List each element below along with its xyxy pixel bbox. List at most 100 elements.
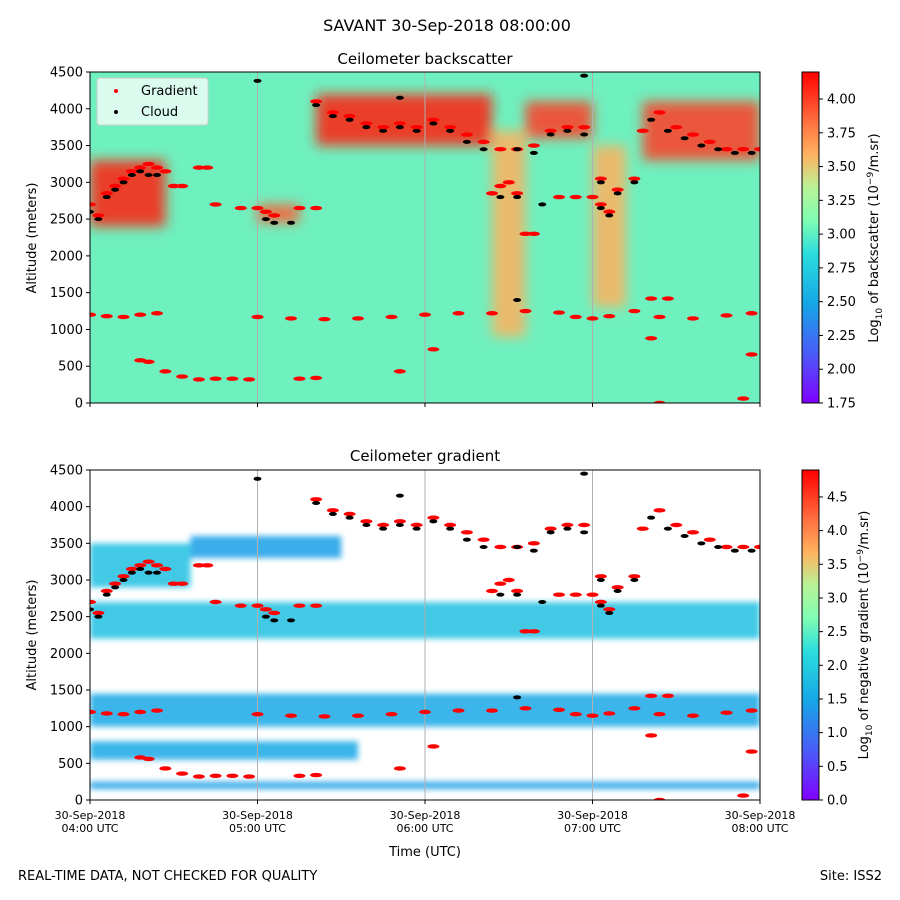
- gradient-point: [410, 124, 423, 130]
- backscatter-signal-region: [592, 145, 626, 308]
- cloud-point: [412, 128, 421, 133]
- gradient-point: [519, 629, 532, 634]
- gradient-point: [720, 544, 733, 550]
- gradient-point: [268, 610, 281, 616]
- cloud-point: [663, 128, 672, 133]
- x-tick-label: 30-Sep-2018: [725, 809, 796, 822]
- gradient-point: [754, 544, 760, 550]
- gradient-colorbar-ticks: 0.0 0.5 1.0 1.5 2.0 2.5 3.0 3.5 4.0 4.5: [819, 490, 848, 809]
- gradient-point: [176, 183, 189, 189]
- cbar-b-label-mid: of negative gradient (10: [857, 562, 872, 724]
- backscatter-colorbar: [801, 71, 820, 404]
- colorbar-tick-label: 4.00: [827, 93, 856, 108]
- legend-gradient-label: Gradient: [141, 84, 198, 99]
- cloud-point: [513, 195, 522, 200]
- cloud-point: [513, 592, 522, 597]
- gradient-point: [109, 183, 122, 189]
- gradient-point: [578, 522, 591, 528]
- gradient-point: [586, 316, 599, 321]
- gradient-point: [569, 194, 582, 200]
- gradient-point: [209, 202, 222, 207]
- cloud-point: [605, 213, 614, 218]
- gradient-signal-region: [190, 536, 342, 558]
- gradient-point: [285, 713, 297, 718]
- gradient-point: [544, 128, 557, 134]
- x-tick-label: 05:00 UTC: [229, 822, 286, 835]
- gradient-point: [653, 797, 666, 800]
- gradient-point: [628, 574, 641, 579]
- gradient-point: [90, 312, 96, 317]
- x-tick-label: 06:00 UTC: [396, 822, 453, 835]
- gradient-point: [494, 581, 507, 586]
- gradient-point: [209, 376, 222, 381]
- cloud-point: [513, 298, 522, 303]
- gradient-point: [293, 376, 306, 381]
- y-tick-label: 4000: [50, 102, 83, 117]
- cloud-point: [730, 150, 739, 155]
- cloud-point: [144, 172, 153, 177]
- colorbar-tick-label: 2.75: [827, 261, 856, 276]
- cloud-point: [395, 523, 404, 527]
- gradient-point: [226, 376, 239, 381]
- colorbar-tick-label: 2.5: [827, 625, 848, 640]
- panel-backscatter: Ceilometer backscatter 0 500 1000 1500 2000 2…: [25, 50, 885, 412]
- gradient-point: [703, 139, 716, 145]
- gradient-point: [142, 359, 155, 365]
- gradient-point: [653, 508, 666, 513]
- gradient-point: [720, 710, 733, 715]
- gradient-point: [754, 147, 760, 152]
- colorbar-tick-label: 3.5: [827, 558, 848, 573]
- gradient-point: [737, 793, 750, 798]
- gradient-point: [444, 522, 457, 528]
- legend-cloud-marker: [114, 110, 118, 114]
- gradient-colorbar: [801, 469, 820, 801]
- cloud-point: [395, 493, 404, 498]
- gradient-point: [159, 766, 172, 771]
- gradient-point: [486, 191, 498, 196]
- gradient-point: [502, 180, 515, 185]
- x-tick-label: 30-Sep-2018: [557, 809, 628, 822]
- gradient-cloud-points: [90, 471, 756, 700]
- colorbar-tick-label: 0.5: [827, 760, 848, 775]
- colorbar-tick-label: 2.50: [827, 295, 856, 310]
- gradient-point: [494, 183, 507, 189]
- gradient-hour-lines: [257, 470, 593, 800]
- gradient-point: [92, 610, 105, 616]
- y-tick-label: 500: [58, 360, 83, 375]
- gradient-point: [611, 187, 624, 192]
- cloud-point: [395, 125, 404, 130]
- gradient-point: [393, 369, 406, 374]
- cloud-point: [328, 114, 337, 119]
- gradient-point: [159, 369, 172, 374]
- gradient-point: [326, 110, 339, 115]
- gradient-point: [611, 585, 624, 590]
- gradient-point: [192, 377, 205, 382]
- gradient-point: [502, 577, 515, 583]
- gradient-point: [243, 774, 256, 779]
- gradient-point: [209, 599, 222, 605]
- gradient-point: [645, 733, 658, 738]
- gradient-point: [209, 773, 222, 778]
- y-tick-label: 0: [75, 397, 83, 412]
- gradient-point: [125, 566, 138, 572]
- gradient-point: [318, 714, 331, 719]
- y-tick-label: 1500: [50, 684, 83, 699]
- cloud-point: [395, 95, 404, 100]
- gradient-point: [653, 314, 666, 320]
- cloud-point: [261, 614, 270, 619]
- cloud-point: [747, 548, 756, 553]
- gradient-point: [134, 709, 147, 715]
- gradient-point: [259, 209, 272, 214]
- cloud-point: [429, 519, 438, 524]
- gradient-point: [326, 508, 339, 513]
- cloud-point: [429, 121, 438, 126]
- cloud-point: [119, 180, 128, 185]
- cloud-point: [538, 202, 547, 207]
- gradient-point: [477, 139, 490, 145]
- gradient-point: [561, 522, 574, 528]
- gradient-point: [109, 581, 122, 586]
- colorbar-tick-label: 4.0: [827, 524, 848, 539]
- gradient-point: [603, 209, 616, 214]
- gradient-point: [234, 603, 247, 608]
